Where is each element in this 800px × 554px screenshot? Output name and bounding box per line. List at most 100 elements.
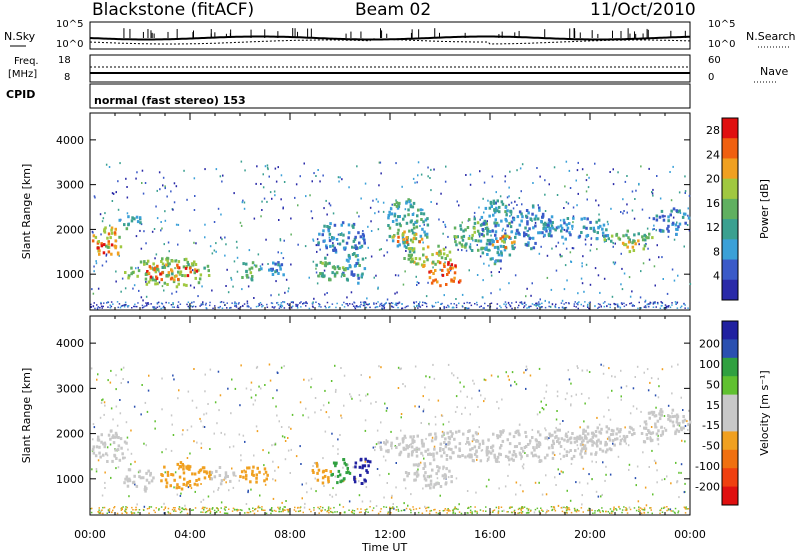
colorbar-tick-label: -200: [695, 481, 720, 494]
range-cell: [270, 508, 273, 511]
range-cell: [93, 426, 96, 429]
range-cell: [219, 511, 221, 513]
range-cell: [204, 236, 206, 239]
range-cell: [577, 447, 579, 450]
range-cell: [145, 478, 149, 482]
range-cell: [367, 303, 369, 306]
range-cell: [318, 232, 321, 236]
range-cell: [588, 176, 590, 179]
range-cell: [651, 412, 655, 416]
range-cell: [466, 437, 469, 440]
range-cell: [415, 470, 419, 474]
range-cell: [233, 260, 236, 263]
range-cell: [156, 264, 159, 268]
range-cell: [250, 381, 253, 384]
range-cell: [340, 417, 343, 419]
range-cell: [376, 468, 379, 470]
range-cell: [227, 291, 230, 294]
range-cell: [290, 427, 292, 430]
range-cell: [447, 442, 450, 446]
range-cell: [271, 267, 274, 271]
range-cell: [654, 301, 656, 303]
range-cell: [216, 507, 218, 509]
range-cell: [454, 235, 458, 239]
range-cell: [562, 242, 565, 245]
range-cell: [275, 405, 277, 408]
range-cell: [164, 187, 166, 190]
range-cell: [595, 442, 598, 446]
range-cell: [511, 506, 513, 508]
range-cell: [422, 301, 424, 304]
range-cell: [561, 306, 564, 309]
range-cell: [514, 274, 517, 277]
range-cell: [554, 228, 557, 232]
range-cell: [545, 436, 548, 440]
range-cell: [685, 506, 687, 508]
range-cell: [233, 508, 236, 511]
range-cell: [352, 222, 356, 226]
range-cell: [145, 272, 149, 276]
range-cell: [450, 434, 453, 438]
range-cell: [400, 416, 402, 419]
range-cell: [550, 224, 554, 228]
echo-region: [146, 263, 199, 282]
range-cell: [430, 168, 432, 171]
range-cell: [360, 374, 362, 376]
range-cell: [213, 249, 216, 252]
range-cell: [671, 304, 673, 306]
range-cell: [486, 229, 489, 233]
range-cell: [465, 307, 467, 309]
range-cell: [628, 468, 630, 471]
range-cell: [671, 408, 675, 412]
range-cell: [142, 476, 145, 480]
range-cell: [465, 249, 468, 252]
range-cell: [220, 479, 224, 483]
range-cell: [521, 303, 523, 305]
range-cell: [424, 484, 428, 488]
range-cell: [401, 233, 404, 237]
range-cell: [546, 276, 549, 279]
range-cell: [429, 269, 433, 273]
range-cell: [316, 250, 318, 253]
range-cell: [614, 261, 617, 264]
range-cell: [497, 511, 500, 514]
range-cell: [594, 305, 596, 308]
range-cell: [207, 269, 210, 273]
range-cell: [623, 302, 625, 305]
range-cell: [618, 430, 622, 434]
range-cell: [678, 421, 681, 425]
range-cell: [105, 260, 108, 263]
range-cell: [234, 305, 236, 307]
range-cell: [423, 457, 425, 460]
range-cell: [602, 461, 604, 464]
range-cell: [220, 301, 223, 303]
range-cell: [547, 446, 551, 450]
range-cell: [400, 509, 403, 512]
range-cell: [444, 180, 447, 183]
range-cell: [634, 376, 636, 378]
range-cell: [540, 245, 542, 248]
range-cell: [575, 393, 577, 396]
range-cell: [683, 303, 685, 305]
range-cell: [672, 165, 674, 168]
range-cell: [122, 456, 125, 460]
range-cell: [656, 301, 659, 304]
range-cell: [328, 225, 331, 229]
range-cell: [447, 447, 451, 451]
range-cell: [487, 450, 491, 454]
range-cell: [638, 506, 640, 508]
range-cell: [193, 286, 195, 289]
range-cell: [526, 230, 528, 233]
range-cell: [270, 512, 272, 515]
range-cell: [307, 416, 310, 419]
range-cell: [411, 441, 414, 445]
range-cell: [329, 493, 331, 496]
range-cell: [330, 236, 334, 239]
range-cell: [443, 441, 446, 444]
range-cell: [244, 477, 248, 481]
range-cell: [575, 481, 577, 484]
range-cell: [250, 307, 252, 309]
range-cell: [541, 407, 544, 409]
range-cell: [457, 454, 460, 458]
range-cell: [422, 474, 426, 478]
